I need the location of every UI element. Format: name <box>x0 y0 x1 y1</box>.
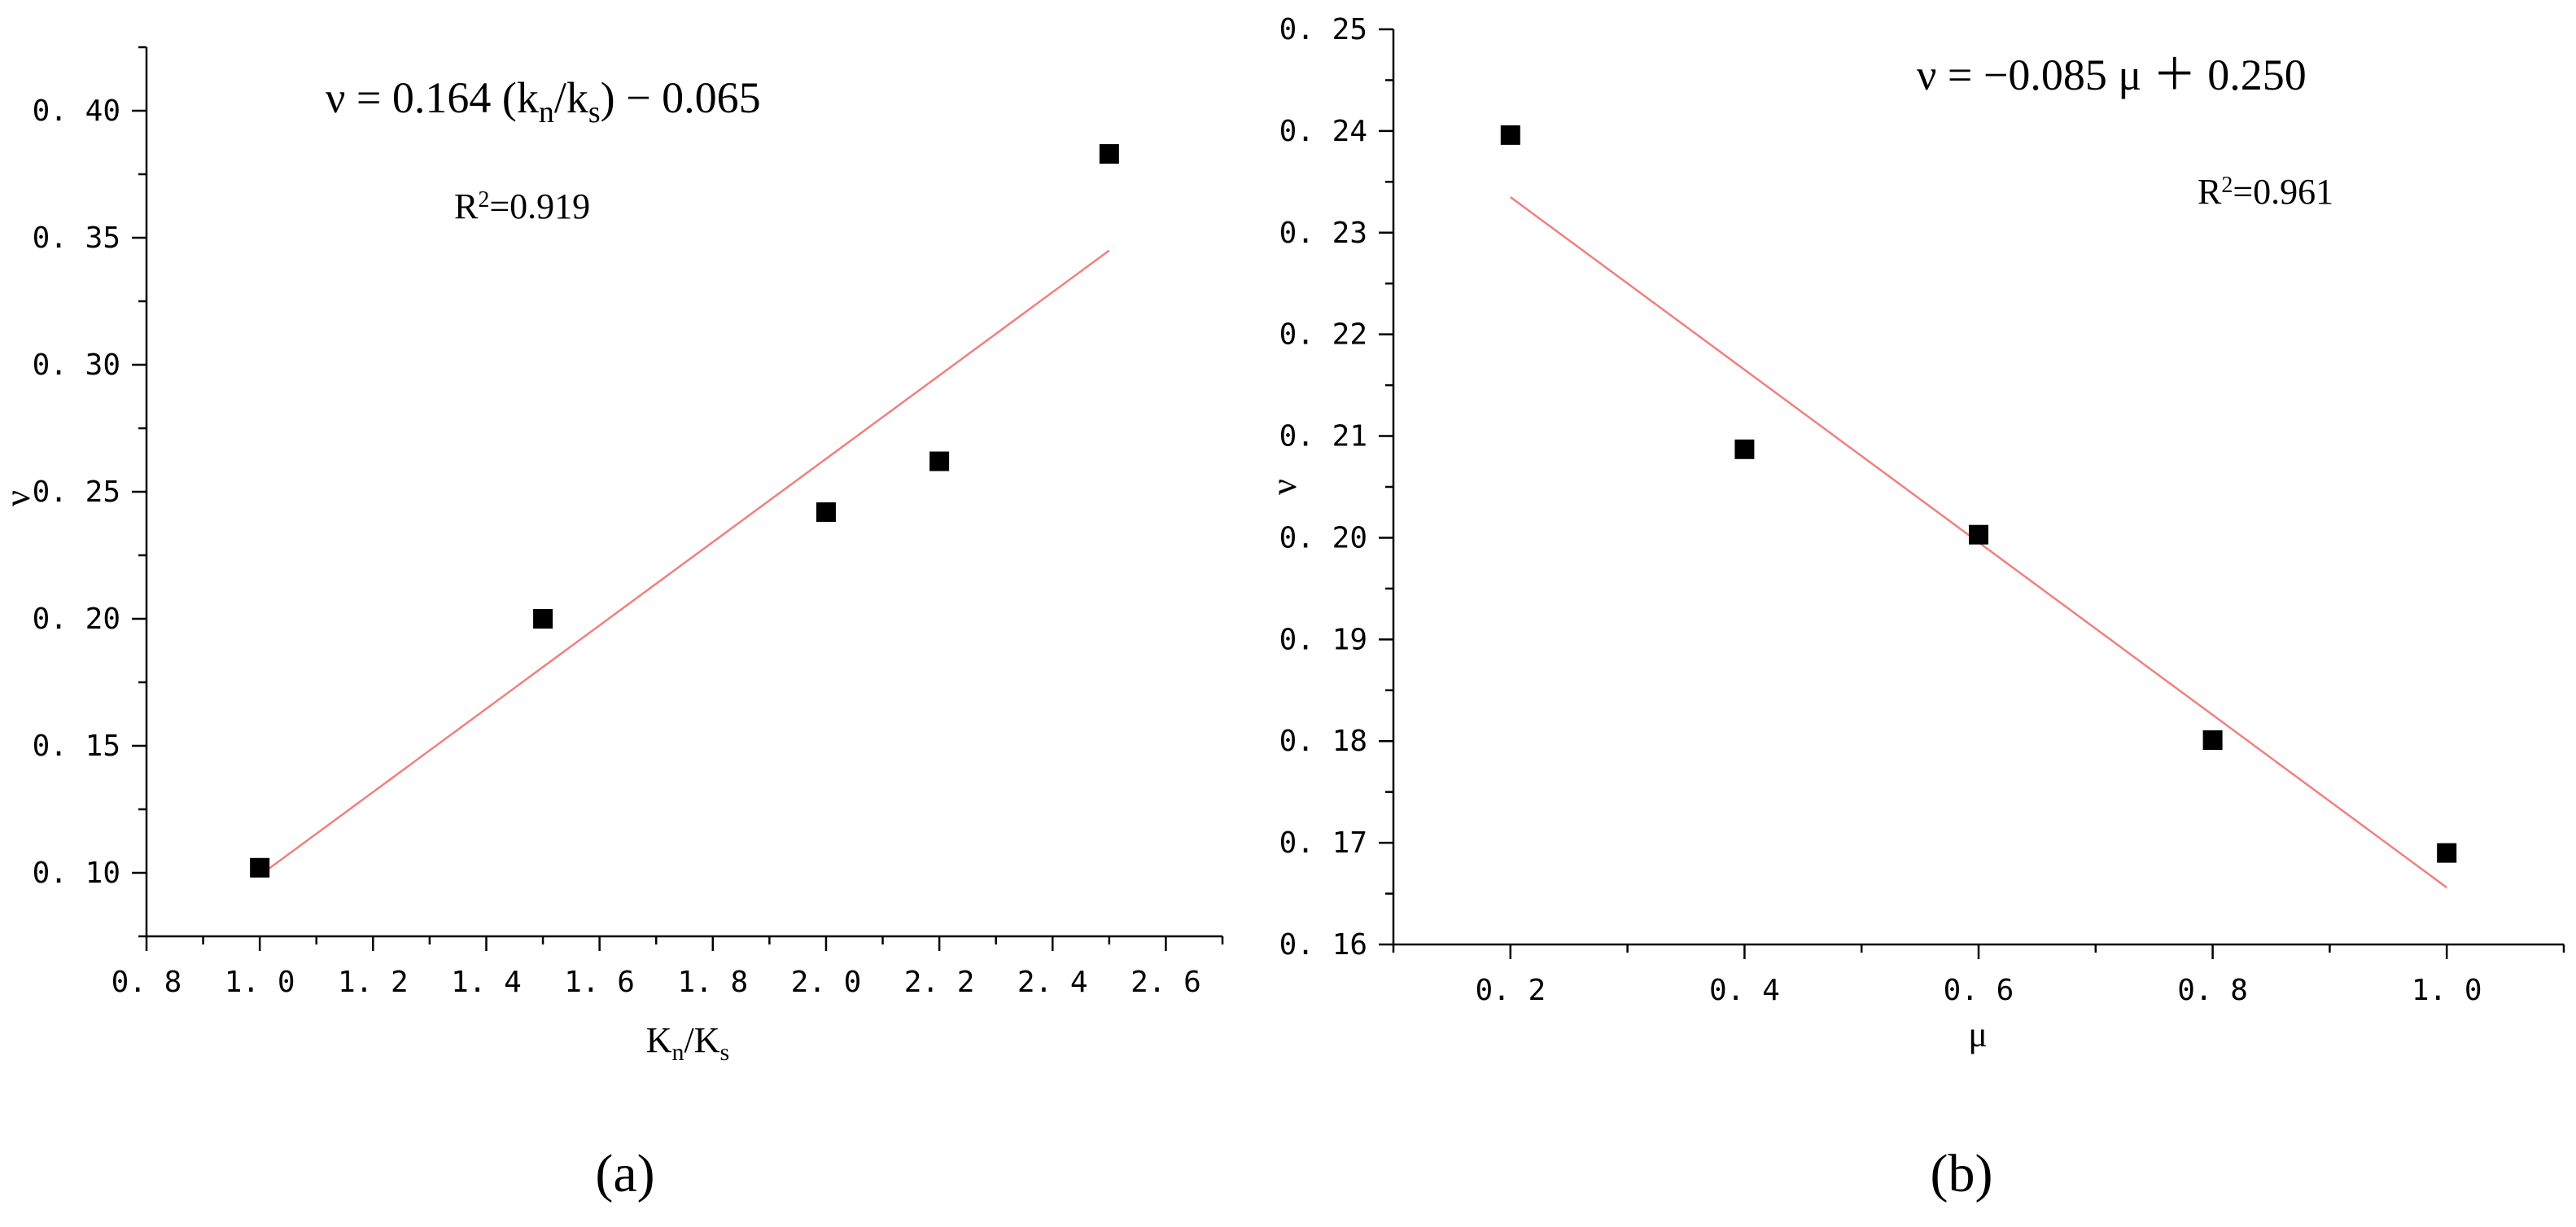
y-tick-label: 0. 35 <box>33 221 120 255</box>
y-tick-label: 0. 17 <box>1279 826 1367 860</box>
y-tick-label: 0. 40 <box>33 94 120 128</box>
data-point <box>2202 730 2223 750</box>
y-axis-title-a: ν <box>0 490 37 506</box>
x-tick-label: 0. 8 <box>112 966 182 999</box>
r-squared-a: R2=0.919 <box>454 186 590 226</box>
x-tick-label: 2. 0 <box>791 966 862 999</box>
y-tick-label: 0. 19 <box>1279 623 1367 656</box>
y-tick-label: 0. 30 <box>33 348 120 382</box>
r2-prefix: R <box>454 186 479 226</box>
x-tick-label: 1. 0 <box>225 966 295 999</box>
x-tick-label: 1. 0 <box>2412 974 2482 1007</box>
y-tick-label: 0. 21 <box>1279 420 1367 454</box>
y-tick-label: 0. 22 <box>1279 318 1367 352</box>
x-tick-label: 0. 4 <box>1709 974 1780 1007</box>
regression-equation-a: ν = 0.164 (kn/ks) − 0.065 <box>326 73 761 129</box>
x-tick-label: 2. 4 <box>1017 966 1088 999</box>
data-point <box>1969 524 1988 545</box>
y-tick-label: 0. 16 <box>1279 928 1367 962</box>
data-points-a <box>250 144 1119 878</box>
r2-prefix: R <box>2198 172 2222 212</box>
data-point <box>1734 439 1755 459</box>
data-point <box>1500 125 1520 145</box>
x-tick-label: 1. 8 <box>677 966 748 999</box>
data-points-b <box>1500 125 2457 863</box>
chart-panel-a: 0. 8 1. 0 1. 2 1. 4 1. 6 1. 8 2. 0 2. 2 2. 4 2. 6… <box>0 46 1224 1203</box>
equation-rhs: ) − 0.065 <box>601 73 761 122</box>
x-axis-title-b: μ <box>1968 1014 1988 1054</box>
y-tick-label: 0. 10 <box>33 857 120 890</box>
equation-eq: = 0.164 (k <box>345 73 538 122</box>
fit-line-a <box>259 249 1110 877</box>
y-tick-label: 0. 18 <box>1279 725 1367 758</box>
y-tick-label: 0. 20 <box>33 603 120 636</box>
data-point <box>250 857 270 878</box>
panel-label-b: (b) <box>1931 1144 1993 1203</box>
panel-label-a: (a) <box>595 1144 654 1203</box>
x-tick-label: 0. 2 <box>1475 974 1546 1007</box>
fit-line <box>259 249 1110 877</box>
y-tick-label: 0. 25 <box>33 475 120 509</box>
r2-value: =0.961 <box>2233 172 2333 212</box>
r2-value: =0.919 <box>489 186 590 226</box>
r2-sup: 2 <box>2221 173 2233 198</box>
axis-ticks-a: 0. 8 1. 0 1. 2 1. 4 1. 6 1. 8 2. 0 2. 2 2. 4 2. 6… <box>33 46 1224 999</box>
y-tick-label: 0. 20 <box>1279 521 1367 554</box>
equation-sub-s: s <box>588 95 601 129</box>
y-axis-title-b: ν <box>1264 479 1304 495</box>
data-point <box>533 609 553 629</box>
x-tick-label: 1. 6 <box>564 966 635 999</box>
equation-mid: /k <box>554 73 588 122</box>
x-tick-label: 1. 2 <box>338 966 409 999</box>
r2-sup: 2 <box>478 187 489 213</box>
x-tick-label: 0. 8 <box>2177 974 2248 1007</box>
r-squared-b: R2=0.961 <box>2198 172 2333 212</box>
x-axis-title-a: Kn/Ks <box>646 1020 729 1066</box>
x-tick-label: 2. 6 <box>1131 966 1201 999</box>
x-tick-label: 2. 2 <box>904 966 975 999</box>
data-point <box>929 451 950 471</box>
x-tick-label: 0. 6 <box>1944 974 2014 1007</box>
data-point <box>816 502 836 522</box>
axes-frame-b <box>1392 29 2564 946</box>
y-tick-label: 0. 24 <box>1279 115 1367 148</box>
axes-frame-a <box>145 47 1222 938</box>
chart-panel-b: 0. 2 0. 4 0. 6 0. 8 1. 0 0. 16 0. 17 0. 18 0. 19… <box>1264 13 2565 1203</box>
y-tick-label: 0. 25 <box>1279 13 1367 46</box>
y-tick-label: 0. 15 <box>33 730 120 763</box>
regression-equation-b: ν = −0.085 μ ＋ 0.250 <box>1917 50 2307 99</box>
equation-sub-n: n <box>539 95 554 129</box>
axis-ticks-b: 0. 2 0. 4 0. 6 0. 8 1. 0 0. 16 0. 17 0. 18 0. 19… <box>1279 13 2565 1007</box>
x-tick-label: 1. 4 <box>451 966 522 999</box>
equation-lhs: ν <box>326 73 345 122</box>
y-tick-label: 0. 23 <box>1279 217 1367 250</box>
data-point <box>1099 144 1119 164</box>
data-point <box>2437 843 2457 863</box>
